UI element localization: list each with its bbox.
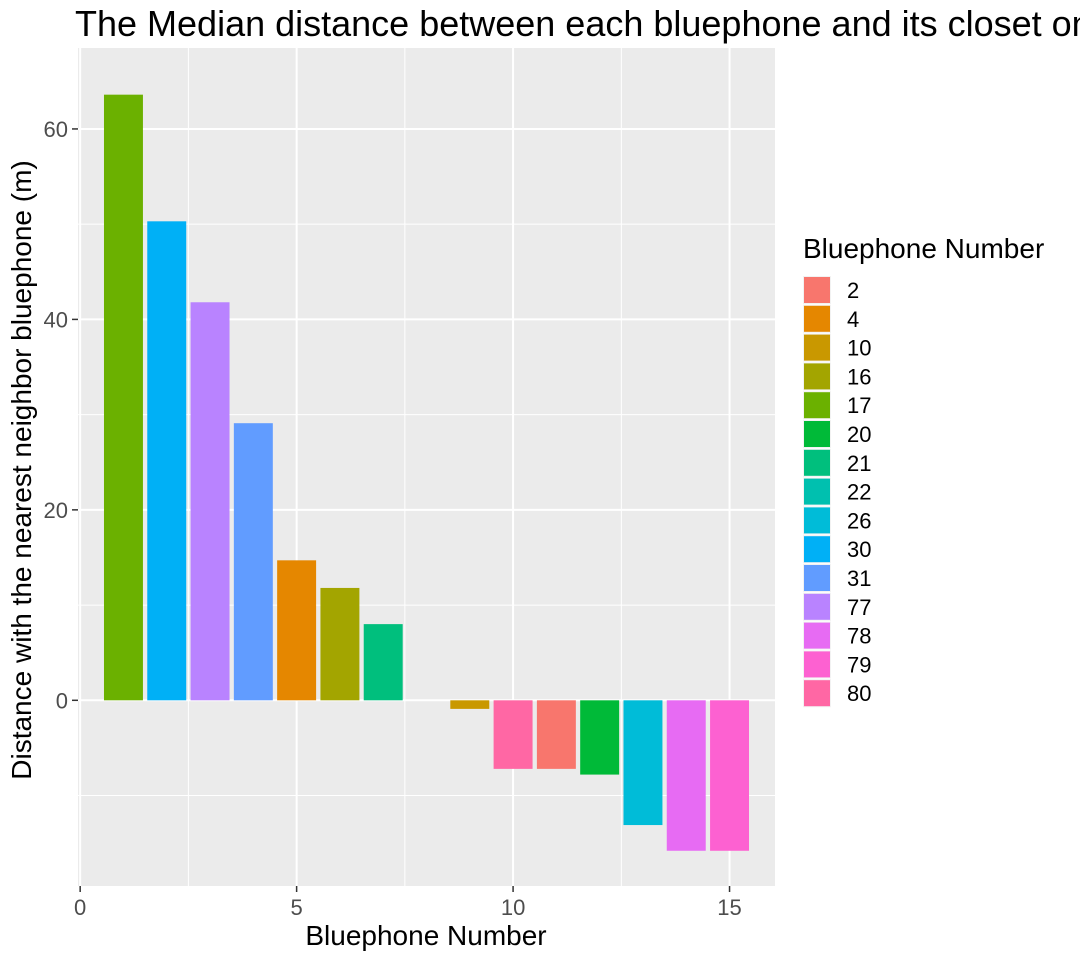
y-axis-title: Distance with the nearest neighbor bluep… [6,160,37,779]
bar-17 [103,94,143,701]
legend-swatch [804,363,830,390]
legend-label: 80 [847,681,871,706]
legend-item: 78 [803,621,871,650]
legend-swatch [804,478,830,505]
x-tick-label: 0 [74,895,86,920]
bar-31 [233,423,273,701]
y-tick-label: 60 [44,117,68,142]
legend-item: 26 [803,506,871,535]
legend-swatch [804,507,830,534]
chart-title: The Median distance between each bluepho… [75,3,1080,44]
legend-swatch [804,536,830,563]
legend-label: 4 [847,307,859,332]
legend-item: 79 [803,650,871,679]
x-tick-label: 10 [501,895,525,920]
legend-swatch [804,421,830,447]
bar-80 [493,700,533,769]
legend-label: 2 [847,278,859,303]
legend-swatch [804,651,830,678]
minor-gridlines [78,48,775,886]
legend-item: 80 [803,679,871,708]
legend-label: 26 [847,508,871,533]
legend-label: 20 [847,422,871,447]
legend-item: 31 [803,564,871,592]
legend-label: 77 [847,595,871,620]
legend-item: 10 [803,333,871,362]
x-tick-label: 5 [290,895,302,920]
bar-16 [320,587,360,701]
x-axis-title: Bluephone Number [305,920,546,951]
bars [103,94,750,851]
bar-21 [363,624,403,701]
y-tick-label: 20 [44,498,68,523]
legend-swatch [804,680,830,707]
legend-label: 31 [847,566,871,591]
legend-label: 78 [847,624,871,649]
bar-20 [580,700,620,775]
y-tick-label: 40 [44,307,68,332]
legend-swatch [804,449,830,476]
bar-2 [536,700,576,769]
legend-swatch [804,622,830,649]
legend-item: 4 [803,304,859,333]
legend-title: Bluephone Number [803,233,1044,264]
legend-swatch [804,334,830,361]
x-tick-label: 15 [717,895,741,920]
legend: Bluephone Number 2 4 10 16 17 20 21 22 26 30 31 77 7… [803,233,1044,708]
legend-swatch [804,593,830,620]
legend-label: 17 [847,393,871,418]
legend-item: 30 [803,535,871,564]
bar-10 [450,700,490,709]
y-axis-ticks: 0 20 40 60 [44,117,78,713]
legend-label: 21 [847,451,871,476]
legend-label: 30 [847,537,871,562]
legend-label: 22 [847,480,871,505]
legend-item: 22 [803,477,871,506]
legend-item: 16 [803,362,871,391]
legend-items: 2 4 10 16 17 20 21 22 26 30 31 77 78 79 80 [803,276,871,708]
bar-30 [147,221,187,701]
bar-78 [666,700,706,851]
x-axis-ticks: 0 5 10 15 [74,886,742,920]
legend-label: 16 [847,364,871,389]
legend-swatch [804,305,830,332]
legend-item: 21 [803,448,871,477]
legend-swatch [804,277,830,303]
bar-26 [623,700,663,826]
legend-swatch [804,392,830,419]
bar-79 [710,700,750,851]
legend-item: 77 [803,592,871,621]
legend-label: 10 [847,336,871,361]
legend-item: 2 [803,276,859,304]
bar-4 [277,560,317,701]
y-tick-label: 0 [56,688,68,713]
legend-item: 17 [803,391,871,420]
bar-77 [190,302,230,701]
legend-label: 79 [847,652,871,677]
legend-swatch [804,565,830,591]
legend-item: 20 [803,420,871,448]
